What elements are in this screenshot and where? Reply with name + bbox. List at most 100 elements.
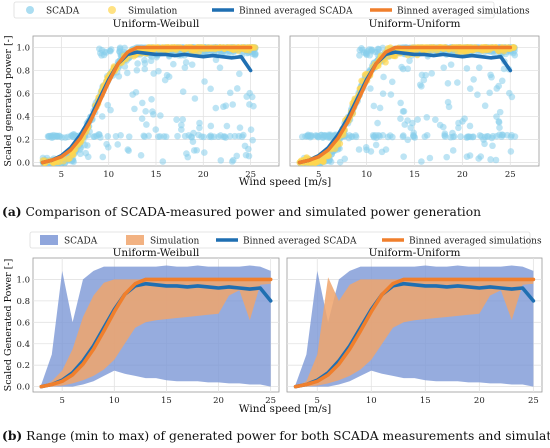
scada-point xyxy=(367,85,374,92)
x-tick-label: 15 xyxy=(409,170,420,180)
y-tick-label: 0.2 xyxy=(16,361,30,371)
y-tick-label: 0.6 xyxy=(16,318,30,328)
x-tick-label: 15 xyxy=(161,396,172,406)
scada-point xyxy=(508,93,516,101)
scada-point xyxy=(461,115,468,122)
scada-point xyxy=(416,81,424,89)
legend-box xyxy=(13,1,495,19)
scada-point xyxy=(129,91,136,98)
scada-point xyxy=(474,91,481,99)
scada-point xyxy=(481,102,489,110)
y-tick-label: 1.0 xyxy=(16,275,30,285)
scada-point xyxy=(62,134,69,141)
scada-point xyxy=(141,56,148,64)
y-axis-label: Scaled generated power [-] xyxy=(3,35,14,166)
x-tick-label: 20 xyxy=(457,170,468,180)
scada-point xyxy=(428,70,436,77)
scada-point xyxy=(249,136,256,144)
x-tick-label: 15 xyxy=(151,170,162,180)
scada-point xyxy=(107,46,115,53)
scada-point xyxy=(152,126,160,133)
scada-point xyxy=(388,78,396,86)
scada-point xyxy=(476,132,484,139)
scada-point xyxy=(104,101,112,109)
y-tick-label: 1.0 xyxy=(16,44,30,54)
scada-point xyxy=(222,134,229,141)
scada-point xyxy=(240,131,247,139)
scada-point xyxy=(466,152,474,159)
scada-point xyxy=(399,133,407,140)
x-tick-label: 25 xyxy=(245,170,256,180)
scada-point xyxy=(489,132,497,140)
scada-point xyxy=(499,131,507,139)
scada-point xyxy=(443,153,450,161)
scada-point xyxy=(163,71,171,79)
scada-point xyxy=(251,51,259,59)
binned-simulation-line xyxy=(297,45,513,165)
scada-point xyxy=(374,119,381,127)
subplot-title: Uniform-Weibull xyxy=(113,247,200,259)
scada-point xyxy=(378,148,386,156)
legend-label-0: SCADA xyxy=(46,7,80,17)
scada-point xyxy=(102,49,110,56)
scada-point xyxy=(470,76,477,83)
legend-label-1: Simulation xyxy=(128,7,178,17)
scada-point xyxy=(444,80,452,87)
scada-point xyxy=(131,105,138,113)
subplot-a-1: Uniform-Weibull 5 10 15 20 25 0.0 0.2 0.4 0.6 0.8 1… xyxy=(16,18,280,180)
scada-point xyxy=(207,85,214,93)
scada-point xyxy=(423,114,431,121)
scada-point xyxy=(178,121,185,129)
scada-point xyxy=(154,133,162,140)
x-tick-label: 10 xyxy=(109,396,120,406)
scada-point xyxy=(457,133,464,140)
scada-point xyxy=(99,153,107,161)
scada-point xyxy=(449,133,457,141)
scada-point xyxy=(121,44,128,52)
simulation-point xyxy=(195,48,203,55)
scada-point xyxy=(314,133,322,141)
scada-point xyxy=(191,95,199,102)
scada-point xyxy=(409,119,416,127)
legend-marker-1 xyxy=(126,235,144,245)
y-tick-label: 0.2 xyxy=(16,136,30,146)
scada-point xyxy=(379,90,387,97)
scada-point xyxy=(228,158,236,165)
scada-point xyxy=(409,133,417,140)
scada-point xyxy=(341,155,349,163)
binned-simulation-line xyxy=(293,277,536,389)
scada-point xyxy=(147,57,155,65)
chart-panel-b: SCADA Simulation Binned averaged SCADA Binn… xyxy=(3,231,543,415)
scada-point xyxy=(455,119,462,127)
scada-point xyxy=(98,113,106,120)
legend: SCADA Simulation Binned averaged SCADA Binn… xyxy=(13,1,530,19)
scada-point xyxy=(421,133,429,140)
scada-point xyxy=(212,56,220,64)
x-tick-label: 25 xyxy=(265,396,276,406)
binned-scada-line xyxy=(40,50,253,165)
scada-point xyxy=(387,91,395,98)
scada-point xyxy=(196,124,203,132)
x-tick-label: 25 xyxy=(505,170,516,180)
scada-point xyxy=(139,99,146,107)
scada-point xyxy=(307,132,314,140)
binned-scada-line xyxy=(297,50,513,165)
y-tick-label: 0.8 xyxy=(16,67,30,77)
legend-label-1: Simulation xyxy=(150,237,200,247)
x-tick-label: 5 xyxy=(316,170,321,180)
x-axis-label: Wind speed [m/s] xyxy=(239,403,331,415)
scada-point xyxy=(159,158,167,165)
x-tick-label: 25 xyxy=(528,396,539,406)
y-axis-label: Scaled Generated Power [-] xyxy=(3,259,14,392)
x-axis-label: Wind speed [m/s] xyxy=(239,176,331,188)
scada-point xyxy=(198,133,205,140)
scada-point xyxy=(117,132,124,139)
scada-point xyxy=(475,155,482,162)
simulation-point xyxy=(500,47,508,55)
scada-point xyxy=(250,102,257,110)
simulation-point xyxy=(65,155,72,163)
scada-point xyxy=(455,124,462,132)
scada-point xyxy=(345,134,353,142)
scada-point xyxy=(124,146,132,153)
